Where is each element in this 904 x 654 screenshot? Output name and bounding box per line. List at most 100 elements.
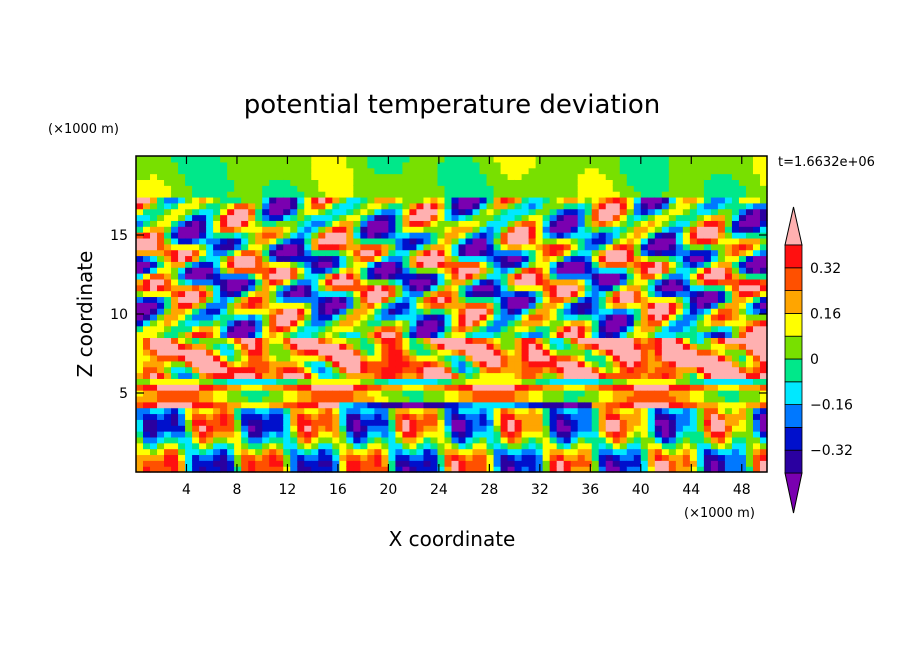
field-cell	[283, 161, 291, 169]
field-cell	[325, 167, 333, 175]
field-cell	[514, 331, 523, 339]
field-cell	[724, 448, 733, 456]
field-cell	[185, 448, 193, 456]
field-cell	[640, 196, 649, 204]
field-cell	[318, 425, 326, 432]
field-cell	[507, 196, 516, 204]
field-cell	[290, 319, 298, 327]
field-cell	[752, 354, 761, 362]
field-cell	[388, 278, 397, 286]
field-cell	[227, 448, 235, 456]
field-cell	[752, 156, 761, 163]
field-cell	[759, 249, 768, 257]
field-cell	[577, 401, 586, 409]
field-cell	[619, 191, 628, 198]
field-cell	[675, 167, 684, 175]
field-cell	[360, 208, 368, 216]
field-cell	[626, 237, 635, 245]
field-cell	[430, 232, 439, 239]
field-cell	[759, 337, 768, 344]
field-cell	[717, 390, 726, 397]
field-cell	[346, 372, 354, 379]
field-cell	[570, 156, 579, 163]
field-cell	[206, 413, 214, 420]
field-cell	[486, 214, 495, 221]
field-cell	[500, 337, 509, 344]
field-cell	[283, 431, 291, 438]
field-cell	[535, 436, 544, 444]
field-cell	[150, 278, 158, 286]
field-cell	[598, 319, 607, 327]
field-cell	[640, 395, 649, 403]
field-cell	[465, 343, 474, 350]
field-cell	[507, 302, 516, 309]
field-cell	[472, 431, 481, 438]
field-cell	[157, 249, 165, 257]
field-cell	[318, 366, 326, 374]
field-cell	[682, 413, 691, 420]
field-cell	[710, 273, 719, 280]
field-cell	[584, 337, 593, 344]
field-cell	[682, 460, 691, 467]
field-cell	[430, 220, 439, 227]
field-cell	[514, 314, 523, 321]
field-cell	[178, 208, 186, 216]
field-cell	[465, 243, 474, 251]
field-cell	[444, 319, 453, 327]
field-cell	[689, 337, 698, 344]
field-cell	[178, 214, 186, 221]
field-cell	[738, 273, 747, 280]
field-cell	[542, 167, 551, 175]
field-cell	[199, 372, 207, 379]
field-cell	[556, 366, 565, 374]
field-cell	[402, 325, 411, 333]
field-cell	[199, 390, 207, 397]
field-cell	[752, 431, 761, 438]
field-cell	[339, 302, 347, 309]
field-cell	[318, 290, 326, 298]
field-cell	[395, 191, 404, 198]
field-cell	[283, 302, 291, 309]
field-cell	[493, 161, 502, 169]
field-cell	[542, 226, 551, 233]
field-cell	[612, 349, 621, 356]
field-cell	[633, 460, 642, 467]
field-cell	[486, 185, 495, 192]
field-cell	[486, 179, 495, 186]
field-cell	[339, 214, 347, 221]
field-cell	[423, 454, 432, 461]
field-cell	[563, 366, 572, 374]
field-cell	[661, 395, 670, 403]
field-cell	[710, 413, 719, 420]
field-cell	[395, 232, 404, 239]
field-cell	[717, 314, 726, 321]
field-cell	[640, 378, 649, 385]
field-cell	[248, 337, 256, 344]
field-cell	[675, 196, 684, 204]
field-cell	[556, 202, 565, 210]
field-cell	[451, 460, 460, 467]
field-cell	[633, 243, 642, 251]
field-cell	[717, 378, 726, 385]
field-cell	[689, 360, 698, 368]
field-cell	[563, 466, 572, 473]
field-cell	[353, 220, 361, 227]
field-cell	[402, 261, 411, 268]
field-cell	[696, 419, 705, 426]
field-cell	[178, 261, 186, 268]
field-cell	[409, 278, 418, 286]
field-cell	[724, 191, 733, 198]
field-cell	[703, 191, 712, 198]
field-cell	[402, 308, 411, 315]
field-cell	[227, 214, 235, 221]
field-cell	[710, 325, 719, 333]
field-cell	[136, 319, 144, 327]
field-cell	[745, 296, 754, 303]
field-cell	[647, 232, 656, 239]
field-cell	[409, 267, 418, 274]
field-cell	[479, 442, 488, 450]
field-cell	[451, 419, 460, 426]
field-cell	[318, 325, 326, 333]
field-cell	[563, 390, 572, 397]
field-cell	[178, 372, 186, 379]
